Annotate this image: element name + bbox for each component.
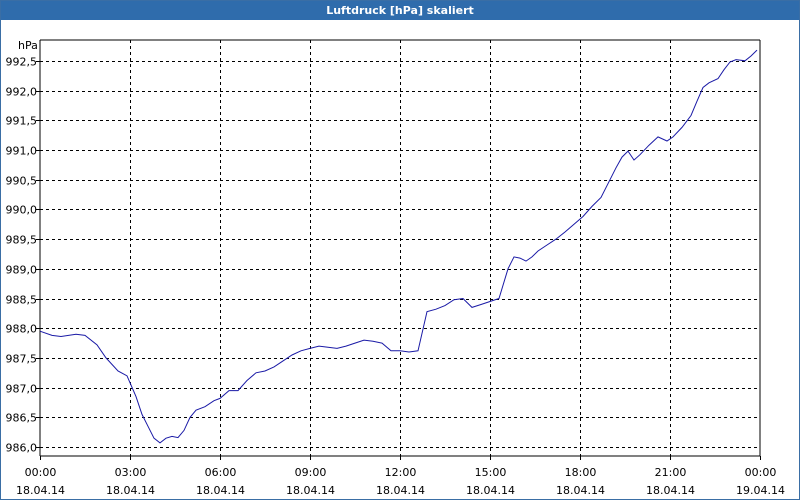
x-tick-date-label: 18.04.14 <box>646 484 695 497</box>
y-tick-label: 986,0 <box>6 442 38 455</box>
y-tick-label: 989,0 <box>6 264 38 277</box>
x-tick-date-label: 18.04.14 <box>106 484 155 497</box>
y-axis-unit-label: hPa <box>18 39 38 52</box>
x-tick-time-label: 21:00 <box>655 466 687 479</box>
y-tick-label: 990,5 <box>6 175 38 188</box>
x-tick-time-label: 15:00 <box>475 466 507 479</box>
y-tick-label: 987,5 <box>6 353 38 366</box>
y-tick-label: 992,0 <box>6 86 38 99</box>
y-tick-label: 992,5 <box>6 56 38 69</box>
y-tick-label: 989,5 <box>6 234 38 247</box>
y-tick-label: 991,5 <box>6 115 38 128</box>
x-tick-date-label: 18.04.14 <box>196 484 245 497</box>
grid-lines <box>40 40 760 456</box>
x-axis-ticks: 00:00 18.04.14 03:00 18.04.14 06:00 18.04.14 0… <box>16 456 785 497</box>
x-tick-time-label: 00:00 <box>25 466 57 479</box>
x-tick-time-label: 00:00 <box>745 466 777 479</box>
y-tick-label: 988,0 <box>6 323 38 336</box>
y-tick-label: 990,0 <box>6 204 38 217</box>
y-tick-label: 986,5 <box>6 412 38 425</box>
x-tick-time-label: 09:00 <box>295 466 327 479</box>
x-tick-date-label: 18.04.14 <box>466 484 515 497</box>
x-tick-date-label: 18.04.14 <box>286 484 335 497</box>
x-tick-time-label: 18:00 <box>565 466 597 479</box>
x-tick-date-label: 18.04.14 <box>556 484 605 497</box>
pressure-series-line <box>39 49 758 444</box>
x-tick-time-label: 06:00 <box>205 466 237 479</box>
x-tick-time-label: 03:00 <box>115 466 147 479</box>
x-tick-date-label: 18.04.14 <box>16 484 65 497</box>
y-tick-label: 987,0 <box>6 383 38 396</box>
y-tick-label: 988,5 <box>6 294 38 307</box>
window-title: Luftdruck [hPa] skaliert <box>1 1 799 20</box>
x-tick-time-label: 12:00 <box>385 466 417 479</box>
y-axis-ticks: 986,0 986,5 987,0 987,5 988,0 988,5 989,0 989,5… <box>6 56 40 455</box>
y-tick-label: 991,0 <box>6 145 38 158</box>
x-tick-date-label: 19.04.14 <box>736 484 785 497</box>
x-tick-date-label: 18.04.14 <box>376 484 425 497</box>
